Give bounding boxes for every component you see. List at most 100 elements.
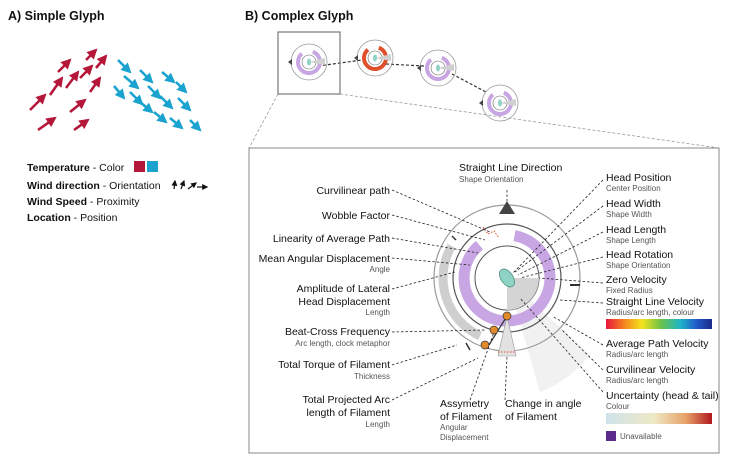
label-wobble-factor: Wobble Factor xyxy=(322,210,391,222)
straight-line-direction-marker xyxy=(499,201,515,214)
legend-sep: - xyxy=(87,196,96,208)
bottom-labels: Assymetry of Filament Angular Displaceme… xyxy=(440,398,582,442)
label-unavailable: Unavailable xyxy=(620,432,662,441)
sub-curvilinear-velocity: Radius/arc length xyxy=(606,376,668,385)
label-amplitude-lateral-2: Head Displacement xyxy=(298,296,390,308)
label-amplitude-lateral-1: Amplitude of Lateral xyxy=(297,283,390,295)
wind-arrow xyxy=(88,76,102,93)
label-head-rotation: Head Rotation xyxy=(606,249,673,261)
filament-joint-2 xyxy=(489,325,499,335)
legend-row-wind-direction: Wind direction - Orientation xyxy=(27,180,161,192)
panel-a-title: A) Simple Glyph xyxy=(8,9,105,23)
legend-key: Location xyxy=(27,212,71,224)
wind-arrow xyxy=(37,116,57,132)
legend-value: Color xyxy=(99,162,125,174)
cold-wind-arrows xyxy=(113,59,202,132)
sub-amplitude-lateral: Length xyxy=(366,308,390,317)
mean-angular-displacement-sector xyxy=(507,278,539,310)
curvilinear-path-tip xyxy=(482,226,500,239)
sub-head-position: Center Position xyxy=(606,184,661,193)
sub-projected-arc: Length xyxy=(366,420,390,429)
wind-arrow xyxy=(64,70,80,89)
filament-joint-1 xyxy=(502,311,512,321)
mini-glyph xyxy=(288,43,328,81)
legend-value: Position xyxy=(80,212,118,224)
orientation-arrows-icon xyxy=(171,179,209,190)
legend-sep: - xyxy=(90,162,99,174)
sub-straight-line-direction: Shape Orientation xyxy=(459,175,524,184)
legend-sep: - xyxy=(71,212,80,224)
label-average-path-velocity: Average Path Velocity xyxy=(606,338,709,350)
mini-glyph xyxy=(479,84,519,122)
label-assymetry-2: of Filament xyxy=(440,411,492,423)
filament-joint-3 xyxy=(480,340,490,350)
wind-arrow xyxy=(48,76,64,96)
left-labels: Curvilinear path Wobble Factor Linearity… xyxy=(259,185,391,429)
wind-arrow xyxy=(153,111,168,124)
label-assymetry-1: Assymetry xyxy=(440,398,490,410)
label-total-torque: Total Torque of Filament xyxy=(278,359,390,371)
sub-beat-cross-frequency: Arc length, clock metaphor xyxy=(295,339,390,348)
legend-row-location: Location - Position xyxy=(27,212,118,224)
sub-uncertainty: Colour xyxy=(606,402,630,411)
wind-arrow xyxy=(29,93,47,111)
cold-color-swatch xyxy=(147,161,158,172)
warm-wind-arrows xyxy=(29,48,108,132)
wind-arrow xyxy=(139,101,154,114)
label-beat-cross-frequency: Beat-Cross Frequency xyxy=(285,326,391,338)
wind-arrow xyxy=(139,69,154,84)
sub-head-width: Shape Width xyxy=(606,210,652,219)
velocity-colour-scale xyxy=(606,319,712,329)
label-mean-angular-displacement: Mean Angular Displacement xyxy=(259,253,390,265)
wind-arrow xyxy=(147,85,162,100)
wind-arrow xyxy=(177,97,192,112)
label-change-angle-2: of Filament xyxy=(505,411,557,423)
wind-arrow xyxy=(95,54,108,69)
filament-torque-arc xyxy=(438,243,483,341)
sub-assymetry-1: Angular xyxy=(440,423,468,432)
leader-lines xyxy=(391,179,604,401)
legend-value: Proximity xyxy=(96,196,140,208)
unavailable-swatch xyxy=(606,431,616,441)
warm-color-swatch xyxy=(134,161,145,172)
legend-key: Temperature xyxy=(27,162,90,174)
wind-arrow xyxy=(69,98,87,114)
wind-arrow xyxy=(57,58,72,73)
zoom-guide-right xyxy=(339,93,720,149)
label-projected-arc-1: Total Projected Arc xyxy=(302,394,390,406)
uncertainty-colour-scale xyxy=(606,413,712,424)
label-head-width: Head Width xyxy=(606,198,661,210)
mini-glyph xyxy=(417,49,457,87)
wind-arrow xyxy=(123,75,140,90)
legend-row-temperature: Temperature - Color xyxy=(27,162,125,174)
panel-b-title: B) Complex Glyph xyxy=(245,9,353,23)
label-head-position: Head Position xyxy=(606,172,672,184)
sub-head-rotation: Shape Orientation xyxy=(606,261,671,270)
label-curvilinear-velocity: Curvilinear Velocity xyxy=(606,364,696,376)
wind-arrow xyxy=(79,64,94,79)
label-straight-line-velocity: Straight Line Velocity xyxy=(606,296,705,308)
right-labels: Head Position Center Position Head Width… xyxy=(606,172,719,441)
legend-sep: - xyxy=(100,180,109,192)
wind-arrow xyxy=(189,119,202,132)
panel-a-legend: Temperature - Color Wind direction - Ori… xyxy=(27,161,209,224)
label-zero-velocity: Zero Velocity xyxy=(606,274,667,286)
sub-straight-line-velocity: Radius/arc length, colour xyxy=(606,308,695,317)
wind-arrow xyxy=(85,48,98,61)
sub-zero-velocity: Fixed Radius xyxy=(606,286,653,295)
label-uncertainty: Uncertainty (head & tail) xyxy=(606,390,719,402)
wind-arrow xyxy=(117,59,132,74)
wind-arrow xyxy=(113,85,126,100)
label-change-angle-1: Change in angle xyxy=(505,398,582,410)
wind-arrow xyxy=(73,118,90,132)
wind-arrow xyxy=(175,81,188,94)
straight-line-velocity-arc xyxy=(458,230,556,327)
label-projected-arc-2: length of Filament xyxy=(307,407,391,419)
filament-wedge xyxy=(497,315,517,357)
sub-average-path-velocity: Radius/arc length xyxy=(606,350,668,359)
sub-assymetry-2: Displacement xyxy=(440,433,489,442)
legend-value: Orientation xyxy=(109,180,161,192)
label-curvilinear-path: Curvilinear path xyxy=(316,185,390,197)
mini-glyph xyxy=(354,39,394,77)
